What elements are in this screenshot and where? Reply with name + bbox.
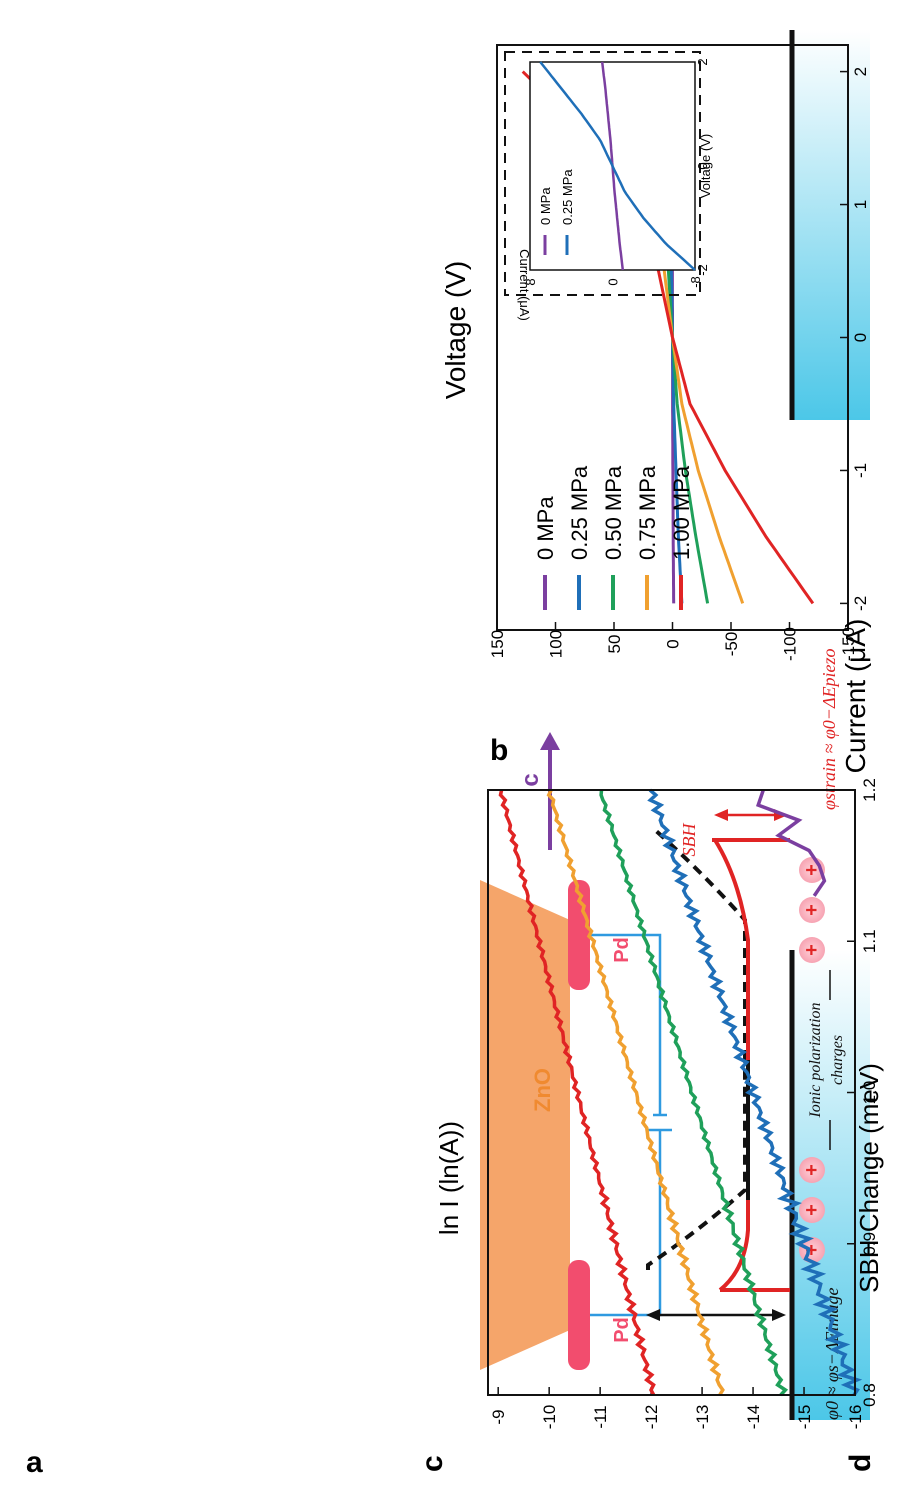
- chart-c-ytick-label: -10: [540, 1405, 559, 1430]
- panel-d-label: d: [844, 1454, 877, 1472]
- chart-b-legend-label-1: 0.25 MPa: [567, 465, 592, 560]
- chart-c-series-1: [546, 789, 725, 1396]
- chart-c-ytick-label: -15: [795, 1405, 814, 1430]
- chart-b-legend-label-0: 0 MPa: [533, 496, 558, 560]
- band-dashed-right: [653, 828, 747, 1060]
- substrate-left: [790, 950, 870, 1420]
- zno-label: ZnO: [530, 1068, 555, 1112]
- chart-b-ytick-label: -150: [839, 627, 858, 661]
- chart-b-inset-frame: [529, 61, 696, 271]
- chart-d: [487, 789, 856, 1396]
- chart-b-xlabel: Voltage (V): [440, 261, 471, 400]
- ionic-label-line1: Ionic polarization: [807, 1002, 824, 1118]
- chart-c-xtick-label: 0.9: [860, 1232, 879, 1256]
- plus-charge-bg: [799, 897, 825, 923]
- chart-b-ytick-label: -100: [781, 627, 800, 661]
- panel-a-label: a: [26, 1446, 43, 1479]
- chart-b-ylabel: Current (μA): [840, 619, 871, 774]
- circuit-wire-right: [590, 933, 662, 1115]
- chart-b-ytick-label: 150: [488, 630, 507, 658]
- plus-charge-3: +: [799, 937, 825, 963]
- plus-charge-sign: +: [801, 1204, 823, 1216]
- phi0-label: φ0 ≈ φs−ΔEimage: [822, 1287, 842, 1420]
- pd-electrode-right: [568, 880, 590, 990]
- plus-charge-sign: +: [801, 1164, 823, 1176]
- chart-b-legend-label-3: 0.75 MPa: [635, 465, 660, 560]
- chart-b-inset-xtick-label: 2: [695, 58, 710, 65]
- chart-c-ytick-label: -16: [846, 1405, 865, 1430]
- band-dashed-left: [646, 1060, 747, 1270]
- plus-charge-1: +: [799, 1197, 825, 1223]
- phistrain-label: φstrain ≈ φ0−ΔEpiezo: [819, 648, 839, 810]
- phi0-arrowhead-bottom: [772, 1309, 786, 1321]
- chart-b-legend-label-2: 0.50 MPa: [601, 465, 626, 560]
- chart-b-inset-ytick-label: -8: [688, 276, 703, 288]
- chart-c-xtick-label: 1.2: [860, 778, 879, 802]
- pd-electrode-left: [568, 1260, 590, 1370]
- pd-label-right: Pd: [611, 937, 633, 963]
- chart-c-ytick-label: -13: [693, 1405, 712, 1430]
- chart-b-ytick-label: 50: [605, 635, 624, 654]
- panel-b: b -150 -100 -50 0 50 100 150 -2 -1 0 1 2 0 MPa 0.25 M…: [440, 44, 871, 774]
- panel-b-label: b: [490, 734, 508, 767]
- panel-c-label: c: [416, 1455, 449, 1472]
- ionic-label-line2: charges: [829, 1035, 846, 1085]
- chart-c-ylabel: ln I (ln(A)): [434, 1121, 464, 1235]
- chart-c-xtick-label: 1.0: [860, 1081, 879, 1105]
- pd-label-left: Pd: [611, 1317, 633, 1343]
- panel-d: d SBH Change (meV): [487, 789, 884, 1472]
- chart-b-xtick-label: 1: [851, 200, 870, 209]
- chart-b-xtick-label: -2: [851, 596, 870, 611]
- chart-b-inset-ytick-label: 8: [523, 278, 538, 285]
- band-red-right: [713, 838, 750, 1060]
- chart-c-series-4: [755, 789, 827, 897]
- chart-d-frame: [487, 789, 856, 1396]
- chart-b-inset-ylabel: Current (μA): [517, 249, 532, 321]
- chart-b-inset-legend-label-1: 0.25 MPa: [560, 169, 575, 225]
- chart-c-series-2: [599, 789, 789, 1397]
- substrate-right: [790, 30, 870, 420]
- c-axis-arrowhead: [540, 732, 560, 750]
- band-red-left: [718, 1060, 750, 1292]
- plus-charge-sign: +: [801, 904, 823, 916]
- chart-b-inset-dashbox: [504, 51, 701, 296]
- chart-b-ytick-label: -50: [722, 632, 741, 657]
- c-axis-label: c: [517, 773, 544, 786]
- chart-b-ytick-label: 100: [547, 630, 566, 658]
- plus-charge-2: +: [799, 1157, 825, 1183]
- zno-crystal: [480, 880, 570, 1370]
- plus-charge-sign: +: [801, 864, 823, 876]
- chart-b-inset-xtick-label: -2: [695, 264, 710, 276]
- plus-charge-sign: +: [801, 1244, 823, 1256]
- plus-charge-bg: [799, 1157, 825, 1183]
- chart-b-legend-label-4: 1.00 MPa: [669, 465, 694, 560]
- chart-c-ytick-label: -12: [642, 1405, 661, 1430]
- chart-c-ytick-label: -9: [489, 1409, 508, 1424]
- chart-b-xtick-label: -1: [851, 463, 870, 478]
- chart-c-xtick-label: 1.1: [860, 929, 879, 953]
- chart-b: -150 -100 -50 0 50 100 150 -2 -1 0 1 2 0 MPa 0.25 MPa…: [488, 44, 870, 661]
- sbh-label: SBH: [679, 823, 699, 857]
- chart-c-series-3: [647, 788, 863, 1396]
- chart-c-series-0: [498, 789, 656, 1396]
- chart-b-xtick-label: 0: [851, 333, 870, 342]
- chart-b-inset-legend-label-0: 0 MPa: [538, 187, 553, 225]
- plus-charge-bg: [799, 937, 825, 963]
- plus-charge-4: +: [799, 897, 825, 923]
- phi0-arrowhead-top: [646, 1309, 660, 1321]
- chart-b-inset-ytick-label: 0: [606, 278, 621, 285]
- plus-charge-sign: +: [801, 944, 823, 956]
- chart-d-ylabel: SBH Change (meV): [854, 1063, 884, 1293]
- chart-b-inset-series-1: [539, 61, 696, 271]
- chart-b-ytick-label: 0: [664, 639, 683, 648]
- phistrain-arrowhead-top: [714, 809, 728, 821]
- chart-c-ytick-label: -11: [591, 1405, 610, 1428]
- chart-c-xtick-label: 0.8: [860, 1383, 879, 1407]
- chart-c-ytick-label: -14: [744, 1405, 763, 1430]
- chart-b-xtick-label: 2: [851, 67, 870, 76]
- chart-b-inset-xlabel: Voltage (V): [698, 134, 713, 198]
- chart-b-inset-xtick-label: 0: [695, 162, 710, 169]
- plus-charge-bg: [799, 1197, 825, 1223]
